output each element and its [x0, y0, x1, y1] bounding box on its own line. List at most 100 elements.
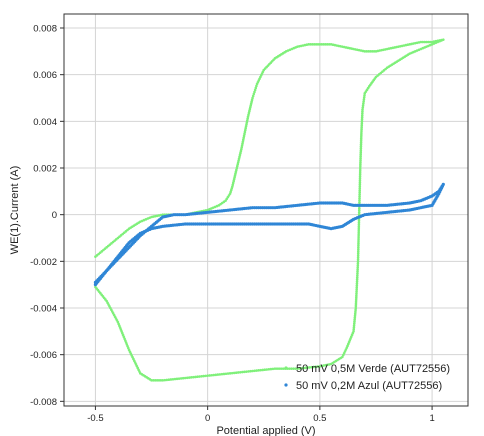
data-point — [300, 366, 303, 370]
data-point — [358, 197, 361, 200]
data-point — [359, 155, 362, 158]
data-point — [361, 108, 364, 111]
x-tick-label: 0 — [205, 413, 210, 424]
data-point — [163, 378, 167, 382]
data-point — [360, 118, 364, 121]
data-point — [220, 372, 224, 376]
data-point — [359, 137, 363, 141]
data-point — [360, 129, 363, 133]
data-point — [175, 377, 179, 381]
data-point — [326, 43, 329, 46]
data-point — [234, 371, 238, 375]
data-point — [269, 367, 273, 371]
data-point — [327, 43, 331, 46]
data-point — [357, 225, 361, 229]
data-point — [252, 92, 256, 96]
data-point — [307, 43, 310, 46]
data-point — [298, 367, 301, 370]
data-point — [363, 94, 366, 97]
data-point — [236, 371, 240, 374]
y-tick-label: -0.006 — [30, 350, 57, 361]
data-point — [367, 50, 370, 53]
data-point — [360, 125, 363, 129]
y-tick-label: 0.002 — [33, 164, 57, 175]
data-point — [357, 235, 360, 239]
data-point — [316, 365, 320, 368]
data-point — [354, 298, 358, 302]
data-point — [357, 231, 361, 235]
y-tick-label: 0.006 — [33, 70, 57, 81]
data-point — [228, 372, 232, 375]
data-point — [359, 160, 362, 164]
data-point — [359, 145, 363, 148]
legend-marker-verde — [284, 366, 288, 370]
data-point — [247, 370, 250, 373]
data-point — [292, 367, 295, 370]
data-point — [273, 367, 277, 370]
data-point — [253, 90, 256, 94]
data-point — [171, 377, 175, 381]
data-point — [356, 266, 360, 269]
data-point — [306, 366, 309, 369]
data-point — [263, 368, 267, 372]
data-point — [363, 50, 367, 53]
data-point — [261, 368, 265, 372]
data-point — [314, 365, 318, 369]
data-point — [359, 141, 363, 145]
y-tick-label: -0.004 — [30, 304, 57, 315]
data-point — [302, 366, 305, 370]
data-point — [358, 184, 362, 188]
data-point — [354, 304, 358, 308]
data-point — [358, 195, 361, 198]
data-point — [359, 151, 363, 154]
data-point — [356, 270, 359, 273]
x-tick-label: 0.5 — [313, 413, 326, 424]
data-point — [357, 239, 360, 243]
data-point — [352, 322, 356, 325]
data-point — [354, 308, 357, 312]
data-point — [355, 280, 359, 283]
y-tick-label: 0.008 — [33, 24, 57, 35]
data-point — [360, 116, 364, 119]
data-point — [359, 147, 363, 150]
data-point — [356, 253, 360, 257]
data-point — [259, 368, 262, 372]
y-tick-label: -0.002 — [30, 257, 57, 268]
data-point — [358, 193, 361, 196]
data-point — [155, 379, 159, 382]
data-point — [173, 377, 177, 381]
data-point — [316, 43, 320, 46]
data-point — [249, 369, 252, 373]
data-point — [357, 245, 360, 249]
data-point — [360, 114, 364, 117]
data-point — [356, 264, 360, 267]
data-point — [357, 247, 360, 251]
data-point — [356, 272, 359, 275]
data-point — [161, 213, 165, 216]
data-point — [359, 164, 362, 168]
data-point — [251, 96, 254, 100]
data-point — [358, 180, 362, 184]
data-point — [362, 102, 365, 105]
data-point — [255, 84, 258, 88]
data-point — [363, 92, 367, 95]
data-point — [358, 172, 362, 176]
data-point — [243, 370, 246, 374]
data-point — [311, 43, 314, 46]
data-point — [357, 211, 361, 214]
data-point — [358, 166, 362, 170]
data-point — [238, 370, 242, 374]
data-point — [357, 209, 361, 212]
data-point — [358, 191, 361, 194]
data-point — [361, 112, 364, 115]
data-point — [359, 143, 363, 146]
data-point — [423, 40, 426, 44]
data-point — [358, 186, 362, 190]
data-point — [216, 373, 220, 376]
data-point — [296, 367, 299, 370]
data-point — [257, 369, 260, 372]
data-point — [253, 369, 256, 373]
data-point — [354, 310, 357, 314]
data-point — [353, 312, 357, 316]
